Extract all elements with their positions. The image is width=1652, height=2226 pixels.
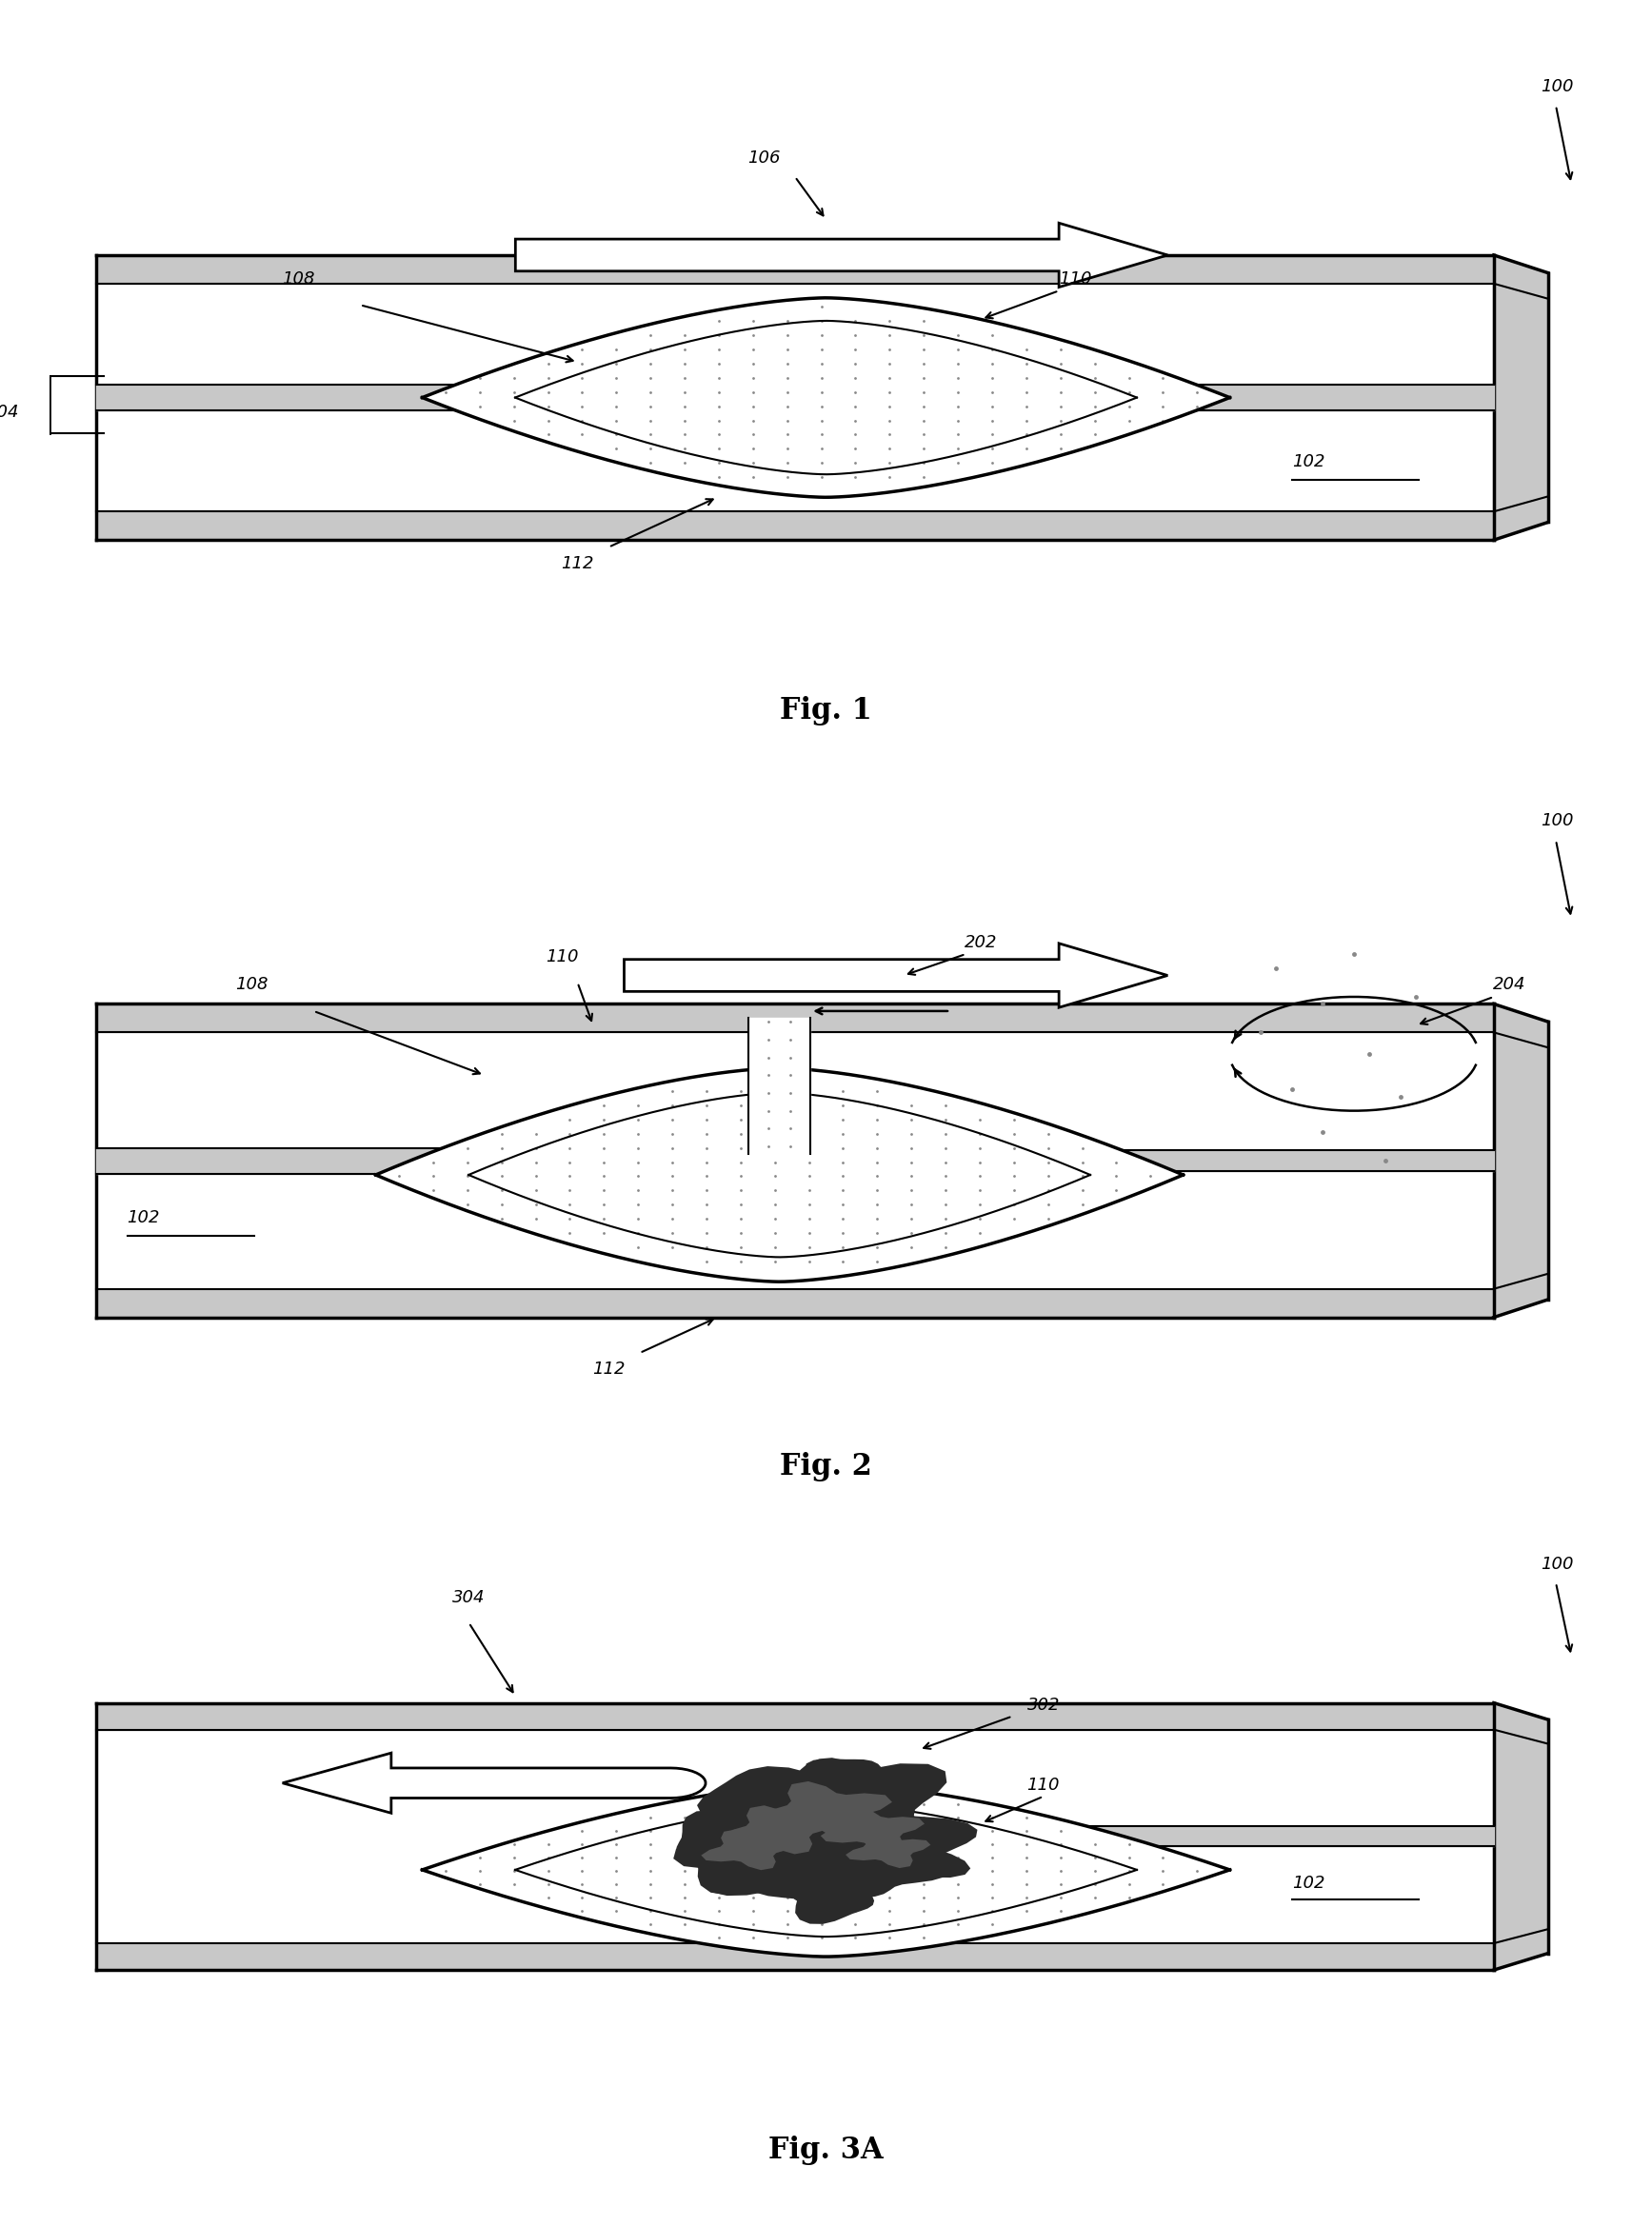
Polygon shape [801,1759,933,1805]
Polygon shape [624,944,1168,1008]
Text: 204: 204 [1493,977,1526,993]
Polygon shape [760,1781,892,1839]
Polygon shape [732,1759,871,1823]
Text: Fig. 3A: Fig. 3A [768,2135,884,2166]
Text: 110: 110 [1059,269,1092,287]
Polygon shape [795,1814,970,1877]
Polygon shape [821,1808,925,1852]
Text: 100: 100 [1540,812,1573,830]
Polygon shape [1493,1703,1548,1970]
Text: Fig. 1: Fig. 1 [780,697,872,726]
Text: 112: 112 [591,1360,624,1378]
Polygon shape [697,1763,947,1872]
Text: 100: 100 [1540,1556,1573,1574]
Text: 112: 112 [562,554,595,572]
Polygon shape [375,1068,1183,1282]
Text: 100: 100 [1540,78,1573,96]
Polygon shape [786,1836,955,1901]
Text: 102: 102 [127,1209,160,1227]
Polygon shape [674,1776,887,1868]
Polygon shape [677,1810,834,1894]
Text: 102: 102 [1292,1874,1325,1892]
Text: 102: 102 [1292,454,1325,470]
Text: 104: 104 [0,403,18,421]
Text: 304: 304 [453,1589,486,1607]
Text: 302: 302 [1028,1696,1061,1714]
Polygon shape [1493,1004,1548,1318]
Polygon shape [846,1832,930,1868]
Text: 108: 108 [235,977,268,993]
Polygon shape [748,1865,899,1923]
Polygon shape [282,1754,705,1812]
Polygon shape [423,298,1229,496]
Text: Fig. 2: Fig. 2 [780,1451,872,1483]
Polygon shape [722,1805,836,1854]
Polygon shape [776,1781,978,1868]
Text: 106: 106 [747,149,780,167]
Text: 108: 108 [281,269,314,287]
Polygon shape [515,223,1168,287]
Polygon shape [705,1825,869,1908]
Text: 110: 110 [1028,1776,1061,1794]
Polygon shape [1493,256,1548,541]
Text: 202: 202 [965,933,998,951]
Text: 110: 110 [545,948,578,966]
Polygon shape [423,1783,1229,1957]
Polygon shape [700,1830,796,1870]
